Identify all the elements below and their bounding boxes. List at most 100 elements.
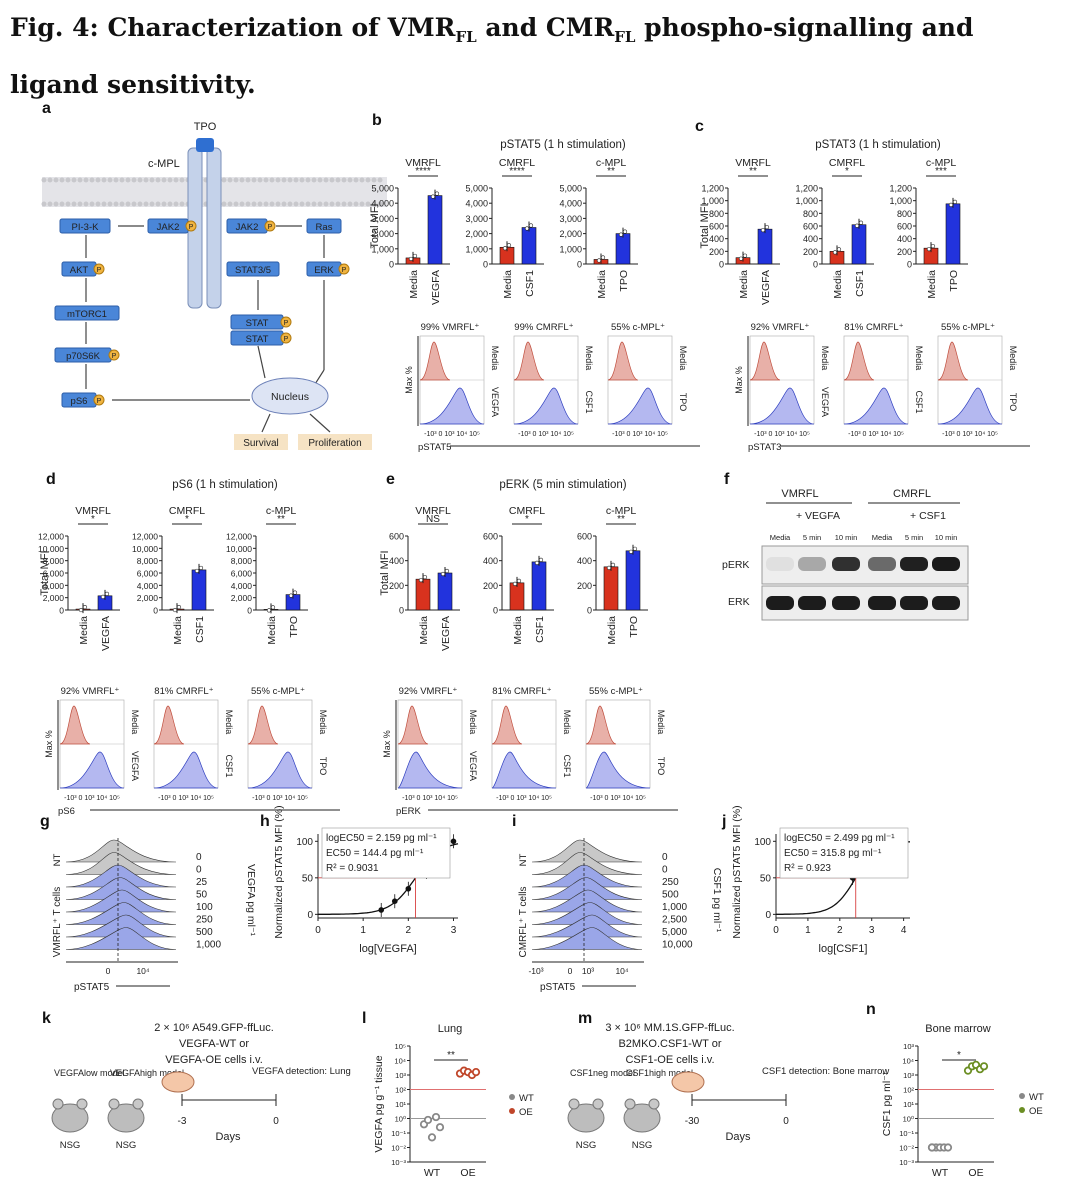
panel_e-data-point: [632, 546, 638, 551]
panel_e-chart-0-tick-1: 400: [389, 556, 404, 566]
panel_b-chart-0-tick-1: 4,000: [371, 199, 394, 209]
panel_c-flow-2-ligand: TPO: [1008, 393, 1018, 412]
panel_c-chart-1-tick-4: 400: [803, 234, 818, 244]
panel_d-chart-1-cat-0: Media: [172, 616, 184, 645]
f-row-erk: ERK: [728, 596, 750, 608]
panel_c-data-point: [832, 250, 838, 255]
panel_b-data-point: [412, 253, 418, 259]
panel_e-chart-0-title: VMRFL: [415, 505, 451, 517]
membrane-lipid: [281, 201, 287, 207]
panel_e-flow-0-ligand: VEGFA: [468, 751, 478, 781]
nucleus: [251, 377, 329, 415]
n-ylabel: CSF1 pg ml⁻¹: [881, 1071, 893, 1136]
panel_e-chart-1-tick-3: 0: [493, 606, 498, 616]
panel_b-flow-xlabel: pSTAT5: [418, 442, 451, 453]
l-cat-1: OE: [460, 1167, 475, 1179]
l-ytick-4: 10¹: [395, 1100, 406, 1109]
panel_e-flow-2-ticks: -10³ 0 10³ 10⁴ 10⁵: [590, 795, 646, 802]
membrane-lipid: [113, 177, 119, 183]
j-ann-1: EC50 = 315.8 pg ml⁻¹: [784, 848, 882, 859]
panel_b-chart-2-tick-5: 0: [577, 260, 582, 270]
membrane-lipid: [341, 177, 347, 183]
panel_c-chart-0-cat-0: Media: [738, 270, 750, 299]
membrane-lipid: [281, 177, 287, 183]
panel_e-bar-2-0: [603, 566, 619, 611]
stat35-label: STAT3/5: [235, 265, 271, 276]
panel_d-flow-xlabel: pS6: [58, 806, 75, 817]
n-sig: *: [957, 1050, 961, 1061]
panel_e-flow-ligand-hist: [491, 751, 557, 789]
panel_e-flow-ligand-hist: [397, 751, 463, 789]
panel_b-data-point: [524, 226, 530, 231]
panel_b-data-point: [600, 255, 606, 260]
f-lane-2: 10 min: [835, 533, 858, 542]
panel_d-chart-2-tick-1: 10,000: [226, 544, 252, 554]
membrane-lipid: [257, 177, 263, 183]
membrane-lipid: [245, 177, 251, 183]
panel_e-flow-media-hist: [491, 705, 523, 745]
panel_c-bar-0-1: [757, 228, 773, 265]
panel_i-cells: CMRFL⁺ T cells: [518, 886, 529, 957]
membrane-lipid: [143, 177, 149, 183]
panel-letter-d: d: [46, 471, 56, 488]
l-ylabel: VEGFA pg g⁻¹ tissue: [373, 1055, 385, 1152]
n-ytick-2: 10³: [903, 1071, 914, 1080]
panel_d-flow-2-ligand: TPO: [318, 757, 328, 776]
panel_c-data-point: [930, 244, 936, 249]
membrane-lipid: [365, 201, 371, 207]
panel_c-flow-0-ticks: -10³ 0 10³ 10⁴ 10⁵: [754, 431, 810, 438]
panel_b-chart-1-tick-3: 2,000: [465, 229, 488, 239]
panel_b-chart-0-tick-2: 3,000: [371, 214, 394, 224]
h-ytick-2: 100: [296, 837, 313, 848]
f-band-perk: [900, 557, 928, 571]
panel_m-mouse-1: [623, 1103, 661, 1133]
f-blot-perk: [761, 545, 969, 585]
panel_c-chart-1-tick-0: 1,200: [795, 184, 818, 194]
panel_m-mouse-ear-0: [592, 1098, 604, 1110]
panel_d-data-point: [266, 608, 272, 613]
panel_d-flow-2-ticks: -10³ 0 10³ 10⁴ 10⁵: [252, 795, 308, 802]
jak2-right-label: JAK2: [236, 222, 259, 233]
membrane-lipid: [341, 201, 347, 207]
panel_c-chart-1-cat-0: Media: [832, 270, 844, 299]
panel_c-chart-0-sig: **: [749, 166, 757, 177]
panel_c-flow-2-label: 55% c-MPL⁺: [941, 322, 995, 333]
panel_d-chart-0-tick-1: 10,000: [38, 544, 64, 554]
membrane-lipid: [95, 201, 101, 207]
panel_b-chart-2-tick-1: 4,000: [559, 199, 582, 209]
panel_k-header2: VEGFA-WT or: [179, 1038, 249, 1050]
panel_m-detect: CSF1 detection: Bone marrow: [762, 1066, 889, 1077]
panel_c-chart-1-sig: *: [845, 166, 849, 177]
panel_k-mouse-label-1: NSG: [116, 1140, 137, 1151]
panel_c-chart-2-tick-2: 800: [897, 209, 912, 219]
panel_e-flow-1-ticks: -10³ 0 10³ 10⁴ 10⁵: [496, 795, 552, 802]
panel_c-flow-ligand-hist: [749, 387, 815, 425]
panel_e-chart-0-tick-2: 200: [389, 581, 404, 591]
panel_c-data-point: [764, 225, 770, 230]
panel_g-tick-0: 0: [106, 966, 111, 976]
panel_e-chart-1-tick-1: 400: [483, 556, 498, 566]
panel_c-chart-1-cat-1: CSF1: [854, 270, 866, 297]
panel_c-data-point: [854, 223, 860, 228]
panel_e-flow-0-label: 92% VMRFL⁺: [399, 686, 458, 697]
panel_m-tick-0: -30: [685, 1116, 700, 1127]
panel_g-histogram: [65, 852, 177, 875]
membrane-lipid: [335, 177, 341, 183]
panel_g-row-4: 100: [196, 902, 213, 913]
panel_b-chart-1-sig: ****: [509, 166, 525, 177]
panel_c-flow-1-label: 81% CMRFL⁺: [844, 322, 903, 333]
panel_b-bar-0-1: [427, 195, 443, 265]
panel_e-chart-1-tick-2: 200: [483, 581, 498, 591]
f-lane-4: 5 min: [905, 533, 923, 542]
panel_i-row-1: 0: [662, 865, 668, 876]
panel_g-histogram: [65, 889, 177, 913]
panel_m-mouse-ear-0: [568, 1098, 580, 1110]
panel_d-chart-1-tick-3: 6,000: [137, 569, 159, 579]
panel_d-flow-1-ticks: -10³ 0 10³ 10⁴ 10⁵: [158, 795, 214, 802]
panel_e-chart-1-cat-0: Media: [512, 616, 524, 645]
panel_b-chart-1-cat-1: CSF1: [524, 270, 536, 297]
panel_c-bar-2-1: [945, 203, 961, 265]
membrane-lipid: [173, 177, 179, 183]
panel_c-chart-2-tick-1: 1,000: [889, 196, 912, 206]
panel_c-flow-ligand-hist: [937, 387, 1003, 425]
